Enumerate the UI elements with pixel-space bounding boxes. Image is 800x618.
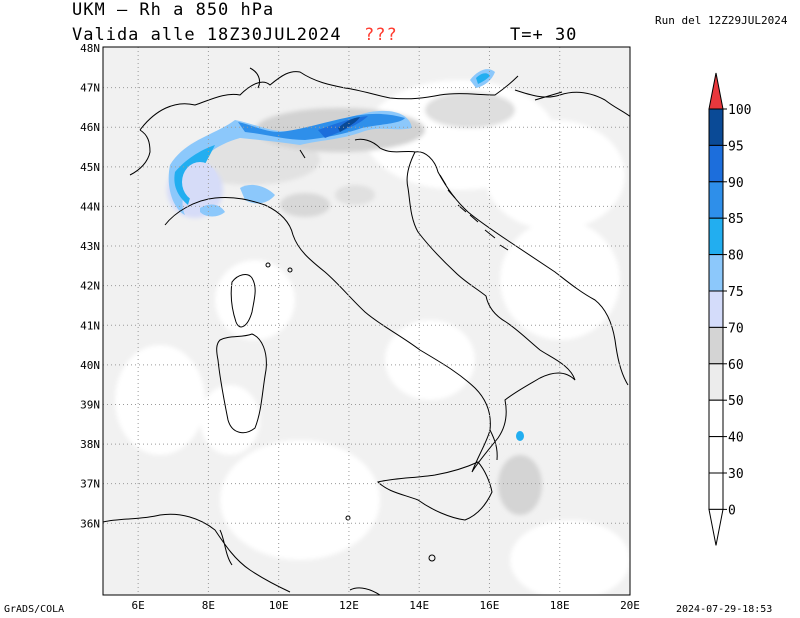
colorbar-swatch bbox=[708, 217, 724, 256]
lon-tick-label: 16E bbox=[480, 599, 500, 612]
colorbar-label: 0 bbox=[728, 503, 736, 518]
humidity-field bbox=[103, 47, 630, 595]
colorbar-label: 95 bbox=[728, 139, 744, 154]
axis-labels: 6E 8E 10E 12E 14E 16E 18E 20E 48N 47N 46N 45N 44N 43N… bbox=[80, 42, 640, 612]
map-title: UKM – Rh a 850 hPa bbox=[72, 0, 275, 20]
colorbar-label: 75 bbox=[728, 285, 744, 300]
colorbar-swatch bbox=[708, 108, 724, 146]
colorbar-swatch bbox=[708, 472, 724, 510]
colorbar-label: 85 bbox=[728, 212, 744, 227]
lat-lon-grid bbox=[103, 47, 630, 595]
generation-timestamp: 2024-07-29-18:53 bbox=[676, 604, 773, 615]
colorbar-swatch bbox=[708, 144, 724, 183]
colorbar-label: 80 bbox=[728, 249, 744, 264]
run-label: Run del 12Z29JUL2024 bbox=[655, 14, 788, 27]
forecast-step: T=+ 30 bbox=[510, 25, 578, 45]
valid-time: Valida alle 18Z30JUL2024 bbox=[72, 25, 342, 45]
lon-tick-label: 8E bbox=[202, 599, 215, 612]
lat-tick-label: 41N bbox=[80, 319, 100, 332]
colorbar-label: 70 bbox=[728, 321, 744, 336]
colorbar-swatch bbox=[708, 399, 724, 438]
grads-credit: GrADS/COLA bbox=[4, 604, 65, 615]
lat-tick-label: 38N bbox=[80, 438, 100, 451]
colorbar-label: 100 bbox=[728, 103, 751, 118]
lon-tick-label: 14E bbox=[409, 599, 429, 612]
lat-tick-label: 48N bbox=[80, 42, 100, 55]
lat-tick-label: 47N bbox=[80, 82, 100, 95]
lat-tick-label: 40N bbox=[80, 359, 100, 372]
lon-tick-label: 6E bbox=[132, 599, 145, 612]
colorbar-swatch bbox=[708, 290, 724, 328]
colorbar-swatch bbox=[708, 254, 724, 292]
colorbar-swatch bbox=[708, 181, 724, 219]
lon-tick-label: 12E bbox=[339, 599, 359, 612]
color-bar: 100 95 90 85 80 75 70 60 50 40 30 0 bbox=[708, 72, 751, 546]
colorbar-label: 90 bbox=[728, 176, 744, 191]
lon-tick-label: 18E bbox=[550, 599, 570, 612]
lat-tick-label: 39N bbox=[80, 398, 100, 411]
colorbar-top-arrow bbox=[708, 72, 724, 110]
colorbar-label: 40 bbox=[728, 431, 744, 446]
colorbar-swatch bbox=[708, 326, 724, 365]
lat-tick-label: 43N bbox=[80, 240, 100, 253]
colorbar-swatch bbox=[708, 436, 724, 474]
map-frame bbox=[102, 46, 631, 596]
colorbar-label: 60 bbox=[728, 358, 744, 373]
colorbar-bottom-arrow bbox=[708, 508, 724, 546]
lat-tick-label: 42N bbox=[80, 280, 100, 293]
colorbar-label: 30 bbox=[728, 467, 744, 482]
lat-tick-label: 45N bbox=[80, 161, 100, 174]
lat-tick-label: 44N bbox=[80, 200, 100, 213]
lon-tick-label: 20E bbox=[620, 599, 640, 612]
lat-tick-label: 36N bbox=[80, 517, 100, 530]
colorbar-label: 50 bbox=[728, 394, 744, 409]
lon-tick-label: 10E bbox=[269, 599, 289, 612]
lat-tick-label: 46N bbox=[80, 121, 100, 134]
lat-tick-label: 37N bbox=[80, 478, 100, 491]
unknown-marker: ??? bbox=[364, 25, 398, 45]
colorbar-swatch bbox=[708, 363, 724, 401]
